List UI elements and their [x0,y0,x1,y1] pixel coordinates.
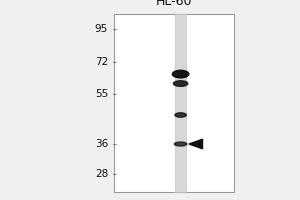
Text: 55: 55 [95,89,108,99]
Polygon shape [189,139,202,149]
Text: 36: 36 [95,139,108,149]
FancyBboxPatch shape [114,14,234,192]
Text: HL-60: HL-60 [156,0,192,8]
Ellipse shape [173,81,188,86]
Text: 95: 95 [95,24,108,34]
Text: 72: 72 [95,57,108,67]
Text: 28: 28 [95,169,108,179]
Ellipse shape [172,70,189,78]
Ellipse shape [174,142,187,146]
Ellipse shape [175,113,186,117]
FancyBboxPatch shape [175,14,186,192]
